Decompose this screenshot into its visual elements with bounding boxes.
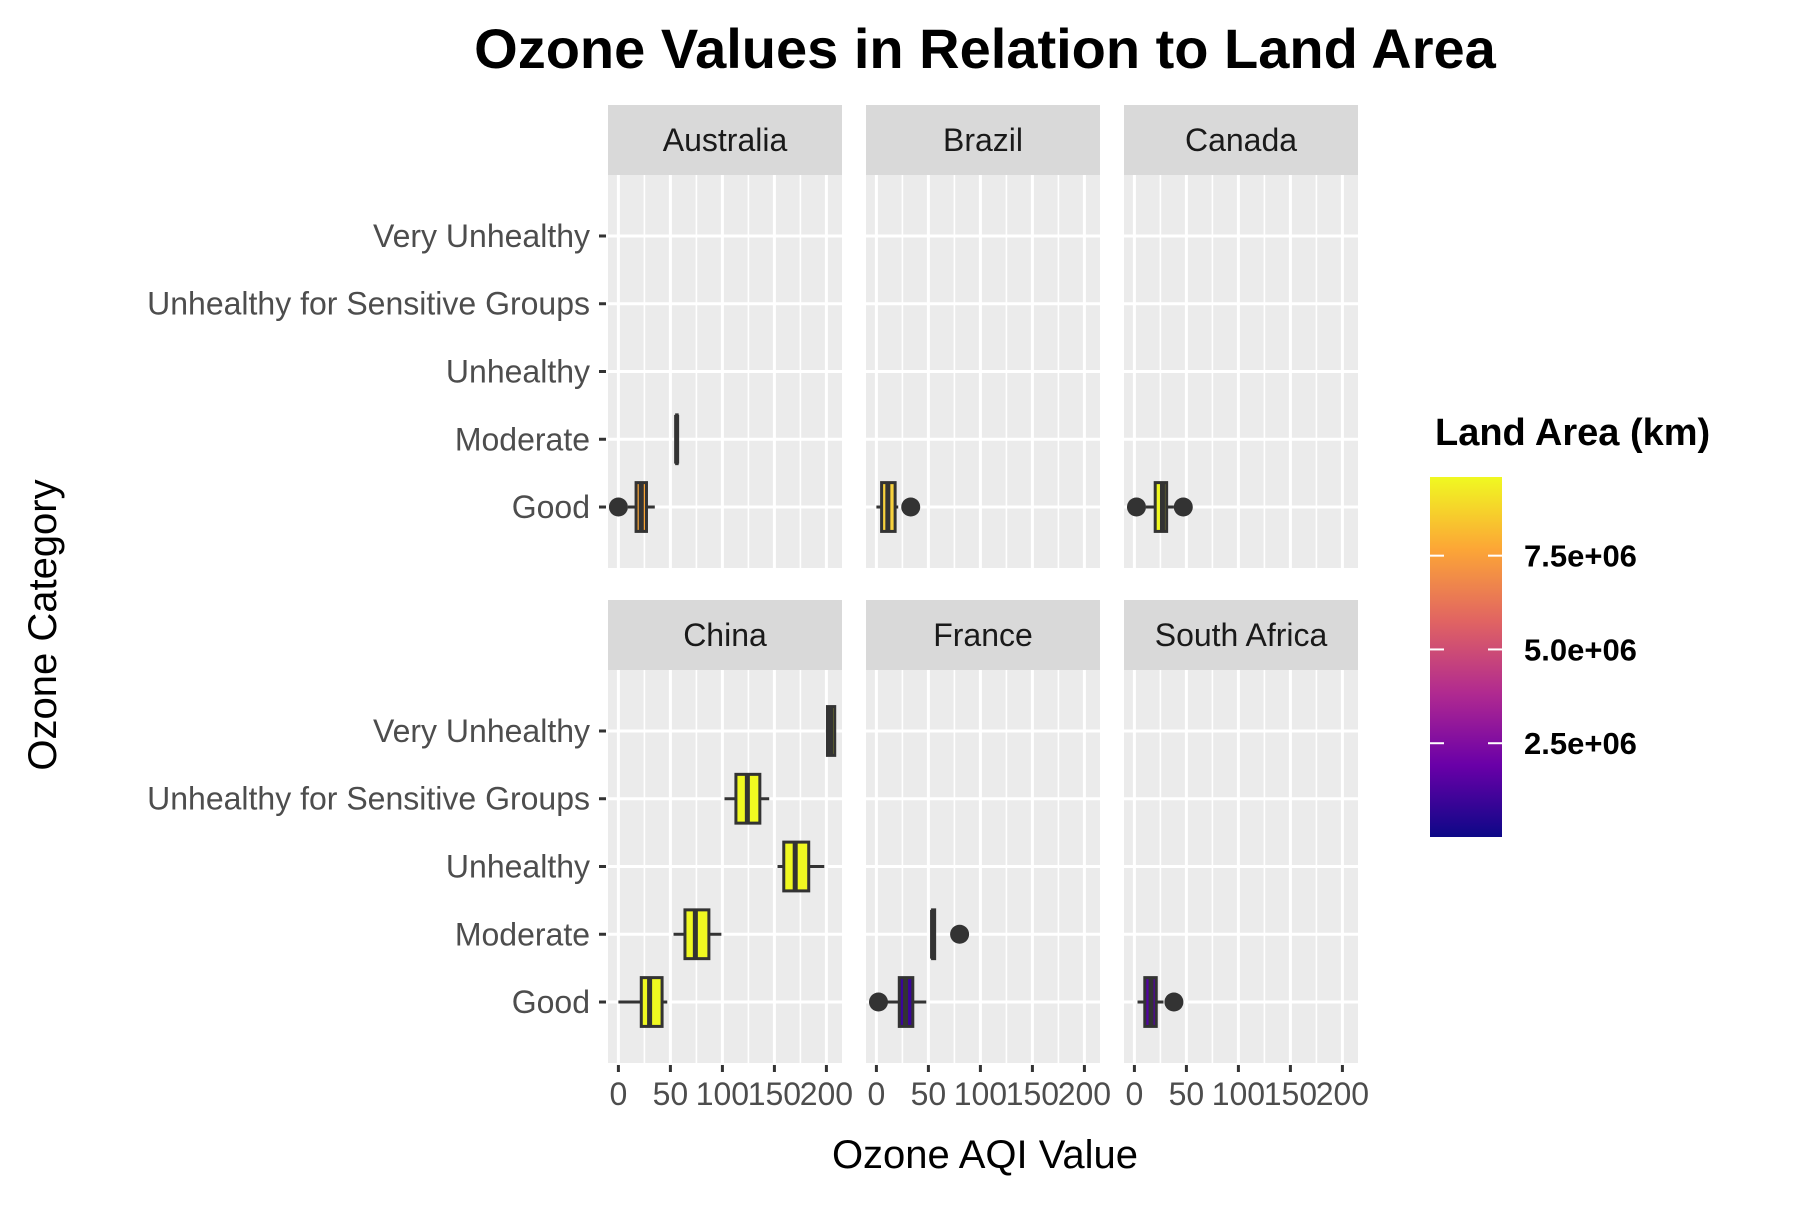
box-south-africa-good	[1137, 976, 1184, 1028]
box-china-good	[618, 976, 668, 1028]
y-tick-label: Unhealthy for Sensitive Groups	[147, 781, 590, 817]
panel-brazil: Brazil	[866, 105, 1100, 568]
panel-canada: Canada	[1124, 105, 1358, 568]
x-tick-label: 200	[1058, 1076, 1111, 1112]
legend-colorbar-group: 2.5e+06 5.0e+06 7.5e+06	[1430, 477, 1637, 837]
legend-colorbar	[1430, 477, 1502, 837]
y-tick-label: Unhealthy for Sensitive Groups	[147, 286, 590, 322]
y-tick-label: Moderate	[455, 916, 590, 952]
x-tick-label: 50	[1169, 1076, 1205, 1112]
x-tick-label: 150	[1006, 1076, 1059, 1112]
outlier-point	[1173, 497, 1193, 517]
y-tick-label: Unhealthy	[446, 849, 590, 885]
box-china-moderate	[673, 908, 722, 961]
panel-china: China Good Moderate Unhealthy Unhealthy for …	[147, 600, 853, 1112]
plot-layer: Australia Good Moderate Unhealthy Unhealthy …	[147, 105, 1637, 1112]
x-tick-label: 50	[653, 1076, 689, 1112]
box-canada-good	[1126, 481, 1193, 533]
panel-strip-label: South Africa	[1155, 617, 1328, 653]
panel-strip	[866, 600, 1100, 670]
panel-strip-label: China	[683, 617, 767, 653]
outlier-point	[1126, 497, 1146, 517]
x-tick-label: 200	[1316, 1076, 1369, 1112]
panel-strip-label: Australia	[663, 122, 788, 158]
y-tick-label: Moderate	[455, 421, 590, 457]
box-china-unhealthy-for-sensitive-groups	[724, 772, 770, 825]
y-tick-label: Very Unhealthy	[373, 713, 590, 749]
x-tick-label: 50	[911, 1076, 947, 1112]
panel-strip	[608, 105, 842, 175]
outlier-point	[1164, 992, 1184, 1012]
x-tick-label: 0	[1126, 1076, 1144, 1112]
y-tick-label: Good	[512, 984, 590, 1020]
outlier-point	[950, 924, 970, 944]
x-tick-label: 0	[868, 1076, 886, 1112]
legend-tick-label: 2.5e+06	[1524, 726, 1637, 761]
panel-strip-label: France	[933, 617, 1033, 653]
legend-tick-label: 5.0e+06	[1524, 632, 1637, 667]
x-tick-label: 200	[800, 1076, 853, 1112]
box-brazil-good	[876, 481, 921, 533]
box-australia-moderate	[674, 413, 680, 466]
chart-title: Ozone Values in Relation to Land Area	[474, 17, 1497, 80]
panel-strip-label: Brazil	[943, 122, 1023, 158]
panel-strip	[608, 600, 842, 670]
panel-strip	[866, 105, 1100, 175]
x-tick-label: 0	[610, 1076, 628, 1112]
box-australia-good	[608, 481, 655, 533]
legend-tick-label: 7.5e+06	[1524, 539, 1637, 574]
x-axis-title: Ozone AQI Value	[832, 1133, 1138, 1177]
y-axis-title: Ozone Category	[21, 479, 65, 770]
box-france-moderate	[930, 908, 970, 961]
box-china-unhealthy	[777, 840, 825, 893]
outlier-point	[901, 497, 921, 517]
legend-title: Land Area (km)	[1435, 412, 1710, 454]
x-tick-label: 100	[696, 1076, 749, 1112]
box-china-very-unhealthy	[825, 705, 837, 757]
x-tick-label: 100	[954, 1076, 1007, 1112]
x-tick-label: 150	[1264, 1076, 1317, 1112]
x-tick-label: 150	[748, 1076, 801, 1112]
outlier-point	[868, 992, 888, 1012]
outlier-point	[608, 497, 628, 517]
panel-strip-label: Canada	[1185, 122, 1297, 158]
panel-strip	[1124, 105, 1358, 175]
y-tick-label: Good	[512, 489, 590, 525]
x-tick-label: 100	[1212, 1076, 1265, 1112]
y-tick-label: Unhealthy	[446, 354, 590, 390]
box-france-good	[868, 976, 927, 1028]
panel-australia: Australia Good Moderate Unhealthy Unhealthy …	[147, 105, 842, 568]
panel-strip	[1124, 600, 1358, 670]
y-tick-label: Very Unhealthy	[373, 218, 590, 254]
